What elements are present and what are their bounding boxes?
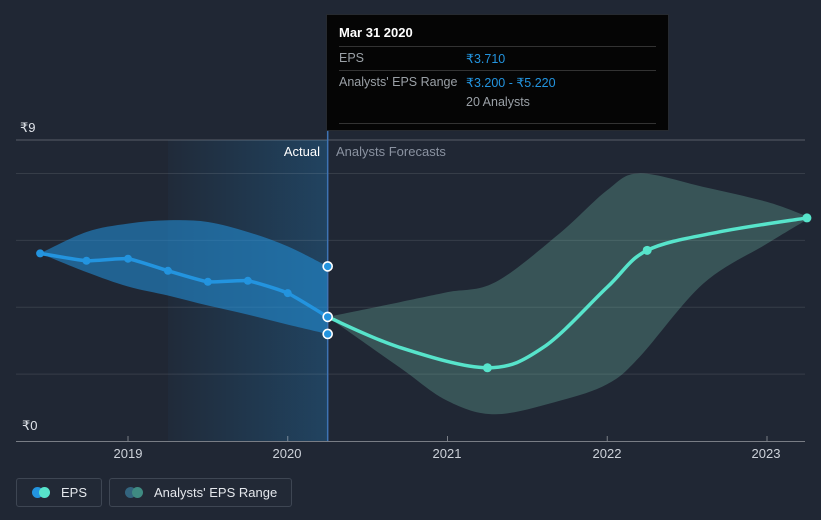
tooltip-range-row: Analysts' EPS Range ₹3.200 - ₹5.220: [339, 71, 656, 94]
tooltip-eps-value: ₹3.710: [466, 52, 506, 66]
tooltip-eps-label: EPS: [339, 51, 365, 65]
x-tick-2020: 2020: [272, 446, 302, 461]
legend-eps-label: EPS: [61, 485, 88, 500]
tooltip-range-value: ₹3.200 - ₹5.220: [466, 76, 556, 90]
y-axis-max-label: ₹9: [20, 120, 36, 135]
x-tick-2023: 2023: [751, 446, 781, 461]
analysts-range-legend-icon: [125, 487, 144, 498]
tooltip-eps-row: EPS ₹3.710: [339, 47, 656, 71]
forecast-section-label: Analysts Forecasts: [336, 144, 446, 159]
tooltip-analysts-count: 20 Analysts: [466, 95, 530, 109]
actual-section-label: Actual: [283, 144, 320, 159]
legend-toggle-analysts-range[interactable]: Analysts' EPS Range: [109, 478, 293, 507]
hover-tooltip: Mar 31 2020 EPS ₹3.710 Analysts' EPS Ran…: [326, 14, 669, 131]
tooltip-range-label: Analysts' EPS Range: [339, 75, 458, 89]
legend-toggle-eps[interactable]: EPS: [16, 478, 103, 507]
y-axis-min-label: ₹0: [22, 418, 38, 433]
x-tick-2021: 2021: [432, 446, 462, 461]
chart-legend: EPS Analysts' EPS Range: [16, 478, 293, 507]
eps-legend-icon: [32, 487, 50, 498]
tooltip-bottom-divider: [339, 123, 656, 126]
tooltip-date: Mar 31 2020: [339, 22, 656, 47]
legend-analysts-range-label: Analysts' EPS Range: [154, 485, 278, 500]
x-tick-2019: 2019: [113, 446, 143, 461]
x-tick-2022: 2022: [592, 446, 622, 461]
